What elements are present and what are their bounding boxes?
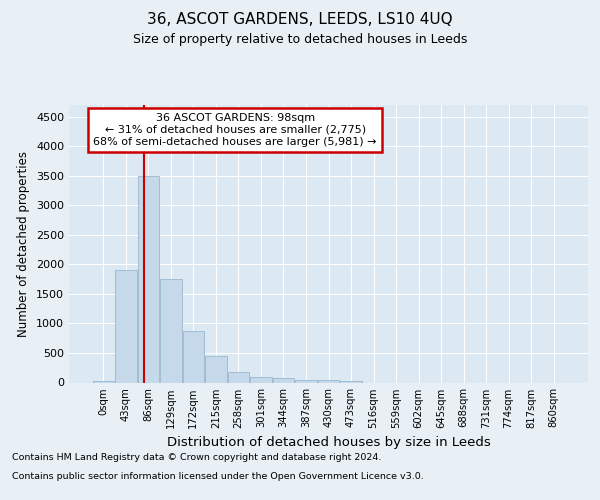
Bar (273, 378, 294, 382)
X-axis label: Distribution of detached houses by size in Leeds: Distribution of detached houses by size … (167, 436, 490, 449)
Bar (295, 380, 317, 382)
Text: Size of property relative to detached houses in Leeds: Size of property relative to detached ho… (133, 32, 467, 46)
Text: 36 ASCOT GARDENS: 98sqm
← 31% of detached houses are smaller (2,775)
68% of semi: 36 ASCOT GARDENS: 98sqm ← 31% of detache… (94, 114, 377, 146)
Bar (92, 380, 114, 382)
Text: 36, ASCOT GARDENS, LEEDS, LS10 4UQ: 36, ASCOT GARDENS, LEEDS, LS10 4UQ (147, 12, 453, 28)
Bar (340, 380, 362, 382)
Bar (228, 372, 249, 382)
Bar (318, 380, 339, 382)
Bar (160, 279, 182, 382)
Bar (137, 176, 159, 382)
Text: Contains public sector information licensed under the Open Government Licence v3: Contains public sector information licen… (12, 472, 424, 481)
Bar (182, 331, 204, 382)
Text: Contains HM Land Registry data © Crown copyright and database right 2024.: Contains HM Land Registry data © Crown c… (12, 454, 382, 462)
Bar (205, 356, 227, 382)
Y-axis label: Number of detached properties: Number of detached properties (17, 151, 31, 337)
Bar (250, 376, 272, 382)
Bar (115, 270, 137, 382)
